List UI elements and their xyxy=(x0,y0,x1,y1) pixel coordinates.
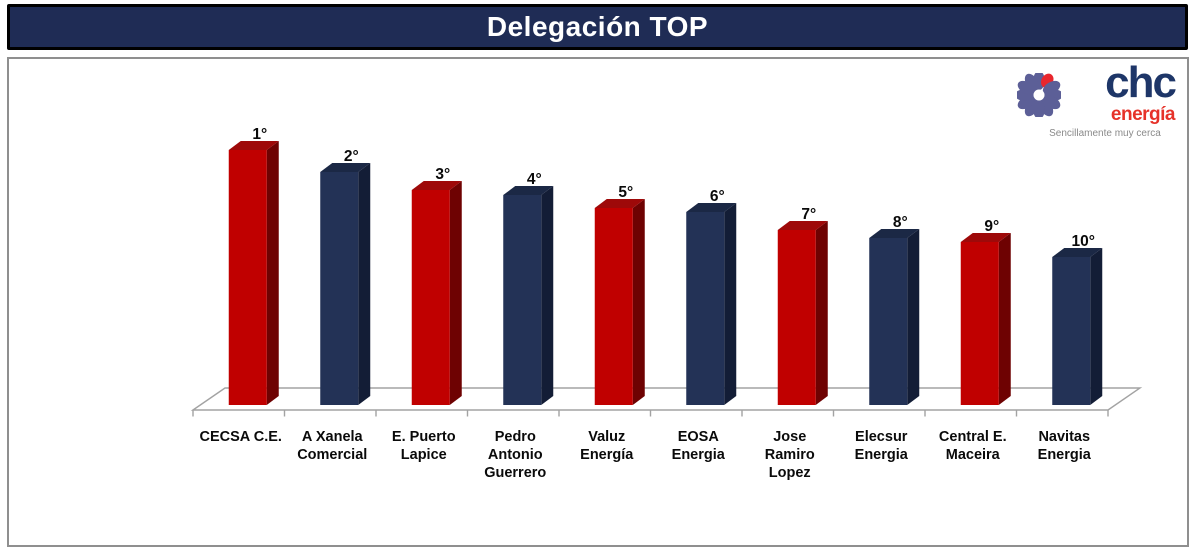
bar-front-face xyxy=(320,172,359,405)
logo-product-text: energía xyxy=(1110,104,1176,125)
bar-side-face xyxy=(358,163,371,405)
bar-front-face xyxy=(228,150,267,405)
bar-front-face xyxy=(960,242,999,405)
bar-top-face xyxy=(228,141,279,150)
bar-chart-3d: 1° 2° 3° 4° 5° 6° 7° 8° 9° 10° xyxy=(190,126,1143,417)
rank-data-label: 9° xyxy=(984,218,999,235)
bar-front-face xyxy=(686,212,725,405)
bar-column-3d: 3° xyxy=(411,166,462,405)
bar-top-face xyxy=(960,233,1011,242)
rank-data-label: 4° xyxy=(527,171,542,188)
flower-petal xyxy=(1024,73,1039,92)
bar-top-face xyxy=(411,181,462,190)
bar-front-face xyxy=(503,195,542,405)
chc-energia-logo: chc energía Sencillamente muy cerca xyxy=(1017,59,1177,145)
header-banner: Delegación TOP xyxy=(7,4,1188,50)
bar-top-face xyxy=(777,221,828,230)
rank-data-label: 5° xyxy=(618,184,633,201)
bar-column-3d: 6° xyxy=(686,188,737,405)
bar-column-3d: 4° xyxy=(503,171,554,405)
logo-brand-text: chc xyxy=(1105,58,1177,107)
rank-data-label: 6° xyxy=(710,188,725,205)
bar-side-face xyxy=(266,141,279,405)
bar-side-face xyxy=(1090,248,1103,405)
bar-side-face xyxy=(724,203,737,405)
bar-top-face xyxy=(869,229,920,238)
bar-column-3d: 5° xyxy=(594,184,645,405)
bar-top-face xyxy=(686,203,737,212)
bar-front-face xyxy=(869,238,908,405)
bar-side-face xyxy=(449,181,462,405)
bar-front-face xyxy=(777,230,816,405)
flower-center xyxy=(1033,89,1045,101)
bar-column-3d: 8° xyxy=(869,214,920,405)
bar-top-face xyxy=(1052,248,1103,257)
bar-column-3d: 7° xyxy=(777,206,828,405)
page-title: Delegación TOP xyxy=(486,11,709,42)
chart-panel: 1° 2° 3° 4° 5° 6° 7° 8° 9° 10° CECSA C.E. A Xanela… xyxy=(7,57,1189,547)
chart-floor xyxy=(190,387,1143,411)
bar-front-face xyxy=(594,208,633,405)
bar-front-face xyxy=(1052,257,1091,405)
flower-logo-icon xyxy=(1017,73,1061,117)
bar-column-3d: 10° xyxy=(1052,233,1103,405)
bar-side-face xyxy=(541,186,554,405)
bar-front-face xyxy=(411,190,450,405)
bar-side-face xyxy=(907,229,920,405)
logo-tagline: Sencillamente muy cerca xyxy=(1049,128,1161,139)
rank-data-label: 7° xyxy=(801,206,816,223)
rank-data-label: 2° xyxy=(344,148,359,165)
bar-side-face xyxy=(998,233,1011,405)
rank-data-label: 10° xyxy=(1072,233,1095,250)
bar-top-face xyxy=(594,199,645,208)
bar-column-3d: 1° xyxy=(228,126,279,405)
bar-top-face xyxy=(320,163,371,172)
bar-column-3d: 9° xyxy=(960,218,1011,405)
bar-column-3d: 2° xyxy=(320,148,371,405)
bar-side-face xyxy=(632,199,645,405)
rank-data-label: 1° xyxy=(252,126,267,143)
bar-top-face xyxy=(503,186,554,195)
rank-data-label: 3° xyxy=(435,166,450,183)
rank-data-label: 8° xyxy=(893,214,908,231)
bar-side-face xyxy=(815,221,828,405)
